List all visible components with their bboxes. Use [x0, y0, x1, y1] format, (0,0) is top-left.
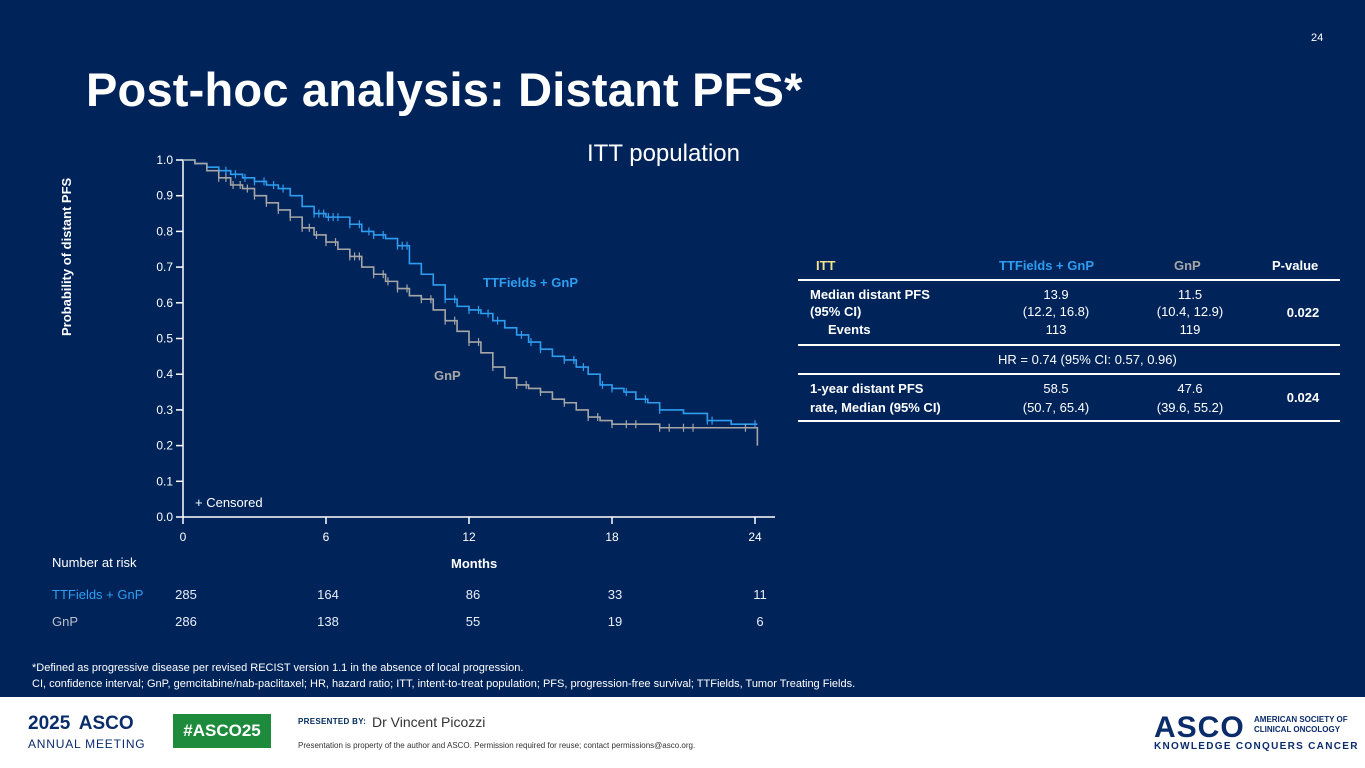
x-tick-label: 24: [748, 530, 762, 544]
row1-tt-ci: (12.2, 16.8): [1022, 304, 1090, 319]
table-header-itt: ITT: [816, 258, 836, 273]
tagline: KNOWLEDGE CONQUERS CANCER: [1154, 741, 1359, 752]
logo-year: 2025: [28, 713, 71, 734]
risk-value: 86: [465, 587, 481, 602]
asco-wordmark: ASCO: [1154, 711, 1245, 744]
series-label-gnp: GnP: [434, 368, 461, 383]
row2-gnp-ci: (39.6, 55.2): [1156, 400, 1224, 415]
table-divider: [798, 373, 1340, 375]
row2-tt-ci: (50.7, 65.4): [1022, 400, 1090, 415]
disclaimer: Presentation is property of the author a…: [298, 741, 696, 750]
asco-logo: ASCO AMERICAN SOCIETY OF CLINICAL ONCOLO…: [1154, 711, 1357, 752]
risk-row-label: GnP: [52, 614, 79, 629]
risk-value: 11: [753, 587, 767, 602]
row1-tt-events: 113: [1045, 322, 1067, 337]
y-tick-label: 0.2: [156, 439, 173, 453]
y-tick-label: 0.6: [156, 296, 173, 310]
y-axis-title: Probability of distant PFS: [59, 177, 74, 336]
y-tick-label: 0.9: [156, 189, 173, 203]
hashtag-badge: #ASCO25: [173, 714, 271, 748]
row2-tt-median: 58.5: [1043, 381, 1069, 396]
row2-pvalue: 0.024: [1286, 390, 1320, 405]
logo-annual-meeting: ANNUAL MEETING: [28, 737, 146, 751]
table-header-ttfields: TTFields + GnP: [999, 258, 1094, 273]
logo-asco: ASCO: [78, 713, 134, 734]
footnote-definition: *Defined as progressive disease per revi…: [32, 662, 524, 674]
table-divider: [798, 344, 1340, 346]
row1-label-2: (95% CI): [810, 304, 862, 319]
y-tick-label: 0.1: [156, 474, 173, 488]
table-divider: [798, 420, 1340, 422]
chart-axes: 0.0 0.1 0.2 0.3 0.4 0.5 0.6 0.7 0.8 0.9 1.0 0 6 12 18 2…: [156, 153, 775, 544]
series-gnp-line: [183, 159, 759, 446]
presented-by-label: PRESENTED BY:: [298, 717, 367, 726]
x-tick-label: 18: [605, 530, 619, 544]
footnotes: *Defined as progressive disease per revi…: [32, 660, 855, 692]
y-tick-label: 0.4: [156, 367, 173, 381]
chart-series: [183, 159, 759, 446]
chart-subtitle: ITT population: [587, 140, 740, 167]
km-chart: 0.0 0.1 0.2 0.3 0.4 0.5 0.6 0.7 0.8 0.9 1.0 0 6 12 18 2…: [156, 153, 775, 544]
series-ttfields-line: [183, 159, 758, 425]
table-divider: [798, 279, 1340, 281]
table-header-pvalue: P-value: [1272, 258, 1319, 273]
y-tick-label: 0.8: [156, 224, 173, 238]
row1-tt-median: 13.9: [1043, 287, 1069, 302]
row1-label-1: Median distant PFS: [810, 287, 930, 302]
x-tick-label: 0: [180, 530, 187, 544]
x-tick-label: 6: [323, 530, 330, 544]
slide: 24 Post-hoc analysis: Distant PFS* ITT p…: [32, 32, 1340, 692]
y-tick-label: 0.5: [156, 332, 173, 346]
presenter-name: Dr Vincent Picozzi: [372, 714, 486, 730]
page-number: 24: [1311, 32, 1324, 44]
footnote-abbreviations: CI, confidence interval; GnP, gemcitabin…: [32, 678, 856, 690]
row2-gnp-median: 47.6: [1177, 381, 1203, 396]
risk-value: 19: [607, 614, 623, 629]
risk-value: 6: [756, 614, 764, 629]
censored-legend: + Censored: [195, 495, 263, 510]
row1-pvalue: 0.022: [1286, 305, 1320, 320]
row1-gnp-events: 119: [1179, 322, 1201, 337]
slide-title: Post-hoc analysis: Distant PFS*: [86, 63, 803, 116]
risk-value: 164: [317, 587, 339, 602]
risk-value: 286: [175, 614, 197, 629]
series-label-ttfields: TTFields + GnP: [483, 275, 578, 290]
row2-label-1: 1-year distant PFS: [810, 381, 924, 396]
risk-table-title: Number at risk: [52, 555, 137, 570]
x-axis-title: Months: [451, 556, 498, 571]
footer-bar: 2025 ASCO ANNUAL MEETING #ASCO25 PRESENT…: [0, 697, 1365, 768]
row1-label-3: Events: [828, 322, 871, 337]
risk-value: 33: [607, 587, 623, 602]
risk-value: 55: [465, 614, 481, 629]
risk-value: 285: [175, 587, 197, 602]
x-tick-label: 12: [462, 530, 476, 544]
y-tick-label: 0.7: [156, 260, 173, 274]
hazard-ratio: HR = 0.74 (95% CI: 0.57, 0.96): [998, 352, 1177, 367]
row1-gnp-median: 11.5: [1177, 287, 1203, 302]
risk-value: 138: [317, 614, 339, 629]
table-header-gnp: GnP: [1174, 258, 1201, 273]
society-name: AMERICAN SOCIETY OF CLINICAL ONCOLOGY: [1254, 715, 1348, 734]
y-tick-label: 0.3: [156, 403, 173, 417]
risk-row-label: TTFields + GnP: [52, 587, 144, 602]
row2-label-2: rate, Median (95% CI): [810, 400, 941, 415]
y-tick-label: 0.0: [156, 510, 173, 524]
row1-gnp-ci: (10.4, 12.9): [1156, 304, 1224, 319]
asco-annual-meeting-logo: 2025 ASCO ANNUAL MEETING: [28, 713, 145, 751]
y-tick-label: 1.0: [156, 153, 173, 167]
